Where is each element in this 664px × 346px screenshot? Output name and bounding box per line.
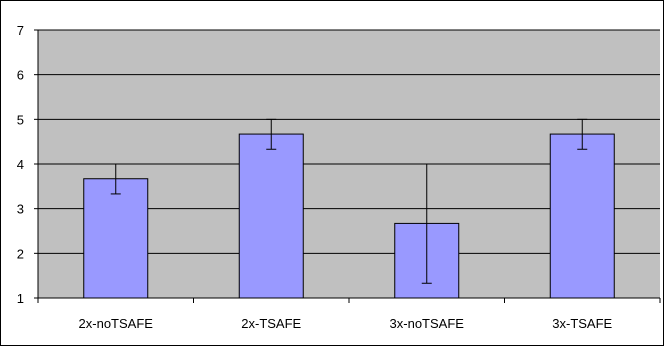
- y-tick-label: 1: [17, 291, 24, 306]
- bar-3x-TSAFE: [549, 133, 615, 299]
- y-tick-label: 4: [17, 157, 24, 172]
- x-axis-ticks: 2x-noTSAFE 2x-TSAFE 3x-noTSAFE 3x-TSAFE: [37, 298, 661, 331]
- y-tick-label: 2: [17, 246, 24, 261]
- x-tick-label: 2x-noTSAFE: [79, 316, 154, 331]
- y-tick-label: 7: [17, 23, 24, 38]
- error-bars: [110, 118, 588, 284]
- y-axis-ticks: 1 2 3 4 5 6 7: [17, 23, 38, 306]
- bar-2x-TSAFE: [238, 133, 304, 299]
- x-tick-label: 2x-TSAFE: [241, 316, 301, 331]
- y-tick-label: 3: [17, 202, 24, 217]
- x-tick-label: 3x-TSAFE: [552, 316, 612, 331]
- x-tick-label: 3x-noTSAFE: [390, 316, 465, 331]
- bar-2x-noTSAFE: [83, 178, 149, 299]
- y-tick-label: 6: [17, 68, 24, 83]
- bars: [83, 133, 615, 299]
- y-tick-label: 5: [17, 112, 24, 127]
